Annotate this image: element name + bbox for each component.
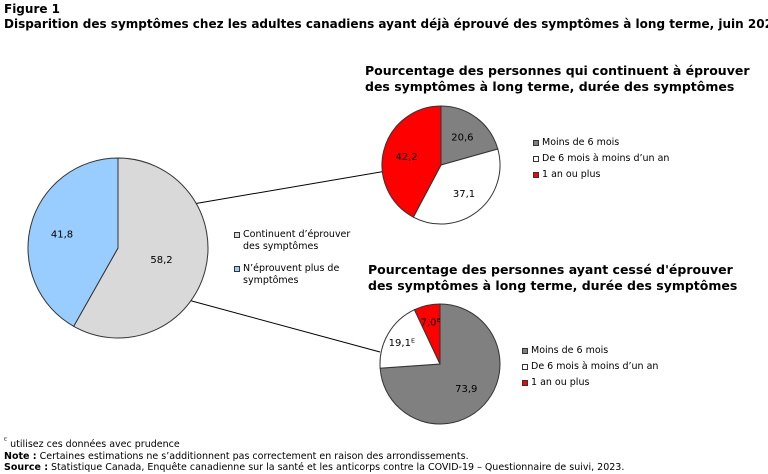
pie-ceased-title-line2: des symptômes à long terme, durée des sy…	[368, 278, 738, 293]
pie-2-slice-1	[379, 309, 441, 369]
pie-continuing-title-line1: Pourcentage des personnes qui continuent…	[365, 63, 750, 78]
figure-title: Disparition des symptômes chez les adult…	[4, 17, 768, 31]
pie-1-label-2: 42,2	[395, 152, 417, 163]
legend-continuing-label-2: 1 an ou plus	[542, 169, 601, 180]
pie-1-slice-2	[381, 105, 442, 218]
legend-main-label-0: Continuent d’éprouver des symptômes	[243, 229, 351, 252]
legend-continuing-label-1: De 6 mois à moins d’un an	[542, 153, 670, 164]
pie-2-label-2: 7,0ᴱ	[421, 317, 441, 328]
pie-ceased-title-line1: Pourcentage des personnes ayant cessé d'…	[368, 262, 733, 277]
figure-label: Figure 1	[4, 2, 61, 16]
note-text: Certaines estimations ne s’additionnent …	[36, 450, 469, 462]
pie-1-slice-1	[412, 148, 501, 225]
legend-continuing-swatch-2	[533, 172, 539, 178]
legend-ceased-item-2: 1 an ou plus	[522, 377, 702, 389]
note-label: Note :	[4, 450, 37, 462]
pie-2-label-0: 73,9	[455, 384, 477, 395]
pie-1-label-0: 20,6	[451, 132, 473, 143]
legend-ceased-label-1: De 6 mois à moins d’un an	[531, 361, 659, 372]
legend-ceased-label-2: 1 an ou plus	[531, 377, 590, 388]
legend-continuing-label-0: Moins de 6 mois	[542, 137, 620, 148]
legend-continuing-item-1: De 6 mois à moins d’un an	[533, 153, 713, 165]
pie-ceased-title: Pourcentage des personnes ayant cessé d'…	[368, 262, 737, 294]
pie-2-label-1: 19,1ᴱ	[389, 338, 415, 349]
legend-ceased-swatch-1	[522, 364, 528, 370]
pie-continuing-title: Pourcentage des personnes qui continuent…	[365, 63, 750, 95]
legend-main-label-1: N’éprouvent plus de symptômes	[243, 263, 340, 286]
footnote-note: Note : Certaines estimations ne s’additi…	[4, 451, 624, 463]
footnote-e-marker: ᴱ	[4, 436, 8, 445]
pie-0-label-1: 41,8	[51, 229, 73, 240]
footnote-e: ᴱ utilisez ces données avec prudence	[4, 435, 624, 451]
legend-ceased-item-0: Moins de 6 mois	[522, 345, 702, 357]
legend-ceased-swatch-0	[522, 348, 528, 354]
footnote-source: Source : Statistique Canada, Enquête can…	[4, 462, 624, 474]
pie-1-label-1: 37,1	[453, 189, 475, 200]
source-text: Statistique Canada, Enquête canadienne s…	[48, 462, 625, 474]
legend-continuing-item-2: 1 an ou plus	[533, 169, 713, 181]
pie-1-slice-0	[440, 105, 499, 166]
legend-ceased: Moins de 6 mois De 6 mois à moins d’un an…	[522, 345, 702, 393]
legend-main-swatch-0	[234, 232, 240, 238]
connector-line-top	[157, 169, 393, 211]
footnote-e-text: utilisez ces données avec prudence	[7, 439, 180, 451]
legend-ceased-swatch-2	[522, 380, 528, 386]
pie-2-slice-2	[413, 303, 441, 365]
pie-0-slice-1	[27, 157, 119, 328]
pie-continuing-title-line2: des symptômes à long terme, durée des sy…	[365, 79, 735, 94]
legend-continuing-swatch-1	[533, 156, 539, 162]
legend-ceased-label-0: Moins de 6 mois	[531, 345, 609, 356]
legend-main-swatch-1	[234, 266, 240, 272]
source-label: Source :	[4, 462, 48, 474]
legend-main-item-1: N’éprouvent plus de symptômes	[234, 263, 359, 287]
legend-ceased-item-1: De 6 mois à moins d’un an	[522, 361, 702, 373]
pie-0-slice-0	[72, 157, 209, 339]
legend-continuing-item-0: Moins de 6 mois	[533, 137, 713, 149]
pie-0-label-0: 58,2	[150, 255, 172, 266]
legend-continuing-swatch-0	[533, 140, 539, 146]
legend-main-item-0: Continuent d’éprouver des symptômes	[234, 229, 359, 253]
legend-continuing: Moins de 6 mois De 6 mois à moins d’un an…	[533, 137, 713, 185]
legend-main: Continuent d’éprouver des symptômes N’épr…	[234, 229, 359, 297]
footnotes: ᴱ utilisez ces données avec prudence Not…	[4, 435, 624, 474]
